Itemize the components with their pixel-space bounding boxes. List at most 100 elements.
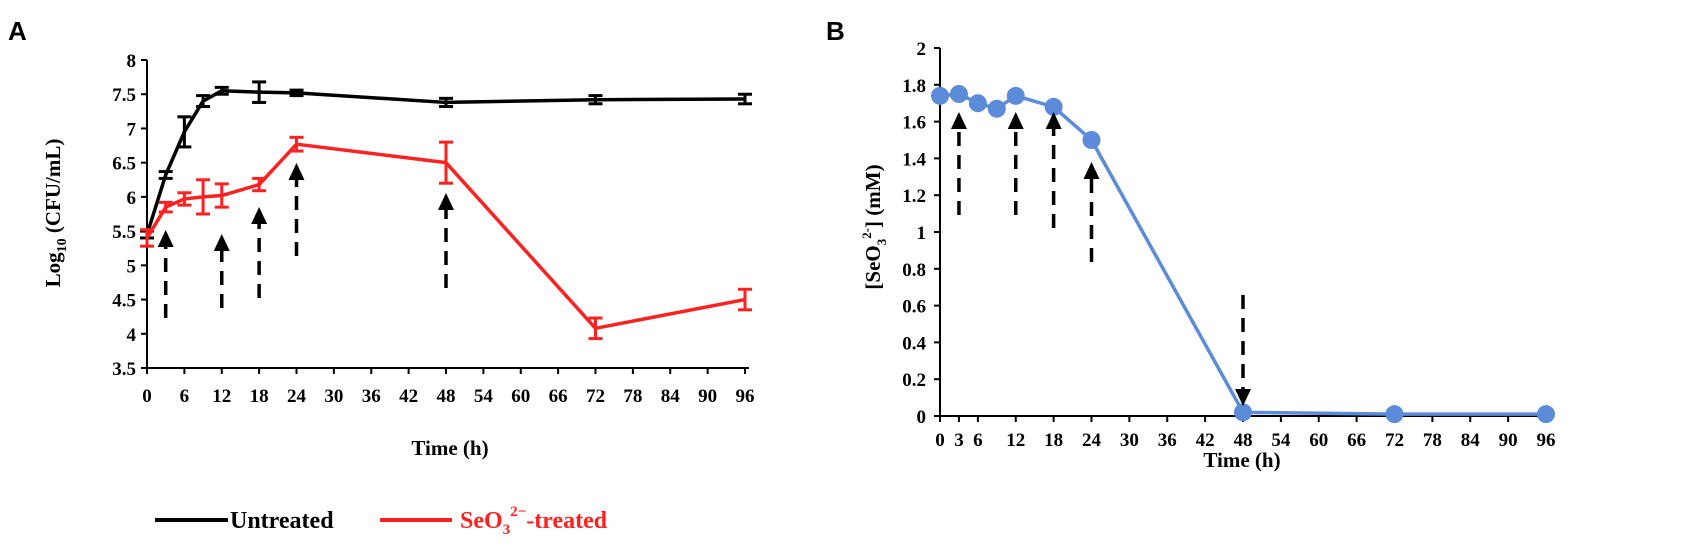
x-tick-label: 54 (474, 386, 494, 407)
panel-a-tick-labels: 3.5 4 4.5 5 5.5 6 6.5 7 7.5 8 0 6 12 18 24 30 36 42 48 54 60… (112, 51, 754, 407)
y-tick-label: 6 (127, 188, 137, 209)
y-tick-label: 1.4 (902, 149, 926, 170)
x-tick-label: 42 (1196, 430, 1215, 451)
arrowhead (288, 163, 305, 180)
legend-prefix: SeO (460, 508, 503, 534)
arrowhead (213, 234, 230, 251)
y-tick-label: 0.8 (902, 260, 926, 281)
x-tick-label: 36 (362, 386, 381, 407)
y-tick-label: 8 (127, 51, 137, 72)
x-tick-label: 66 (1347, 430, 1366, 451)
x-tick-label: 54 (1271, 430, 1291, 451)
arrowhead (1235, 389, 1251, 406)
panel-a-series (140, 80, 752, 341)
x-tick-label: 90 (1499, 430, 1518, 451)
arrowhead (1007, 112, 1024, 129)
data-point (987, 99, 1006, 118)
x-tick-label: 96 (736, 386, 755, 407)
y-tick-label: 1.8 (902, 76, 926, 97)
data-point (1044, 97, 1063, 116)
chart-panel-b: 00.20.40.60.811.21.41.61.820 3 6 12 18 24 30 36… (859, 39, 1556, 472)
x-tick-label: 24 (1082, 430, 1102, 451)
x-tick-label: 0 (935, 430, 945, 451)
chart-panel-a: 3.5 4 4.5 5 5.5 6 6.5 7 7.5 8 0 6 12 18 24 30 36 42 48 54 60… (41, 51, 755, 538)
panel-letter-b: B (826, 16, 845, 46)
y-tick-label: 2 (917, 39, 927, 60)
y-tick-label: 4.5 (112, 291, 136, 312)
y-tick-label: 4 (127, 325, 137, 346)
x-tick-label: 96 (1537, 430, 1556, 451)
y-title-subscript: 10 (55, 238, 70, 252)
x-tick-label: 84 (1461, 430, 1481, 451)
x-tick-label: 30 (1120, 430, 1139, 451)
y-tick-label: 7.5 (112, 85, 136, 106)
panel-b-x-axis-title: Time (h) (1203, 448, 1280, 472)
series-line-1 (145, 142, 746, 331)
legend-label-treated: SeO3 2−-treated (460, 504, 608, 538)
series-line-0 (939, 92, 1546, 416)
panel-letter-a: A (8, 16, 27, 46)
y-tick-label: 1.2 (902, 186, 926, 207)
y-title-suffix: (CFU/mL) (41, 139, 65, 239)
x-tick-label: 30 (324, 386, 343, 407)
y-tick-label: 0.4 (902, 333, 926, 354)
x-tick-label: 36 (1158, 430, 1177, 451)
y-tick-label: 5.5 (112, 222, 136, 243)
arrowhead (251, 207, 268, 224)
arrowhead (950, 112, 967, 129)
x-tick-label: 78 (623, 386, 642, 407)
panel-b-series (931, 85, 1555, 424)
y-tick-label: 1 (917, 223, 927, 244)
y-title-superscript: 2- (859, 228, 874, 239)
y-title-suffix: ] (mM) (861, 164, 885, 228)
legend-suffix: -treated (526, 508, 608, 534)
legend-subscript: 3 (503, 522, 511, 538)
x-tick-label: 72 (586, 386, 605, 407)
x-tick-label: 60 (1309, 430, 1328, 451)
data-point (1234, 403, 1252, 422)
data-point (1537, 405, 1555, 424)
x-tick-label: 12 (1006, 430, 1025, 451)
x-tick-label: 24 (287, 386, 307, 407)
panel-a-x-axis-title: Time (h) (411, 436, 488, 460)
y-tick-label: 6.5 (112, 154, 136, 175)
y-tick-label: 5 (127, 256, 137, 277)
panel-b-y-axis-title: [SeO32-] (mM) (859, 164, 889, 289)
y-title-prefix: [SeO (861, 245, 885, 289)
y-tick-label: 0.6 (902, 297, 926, 318)
arrowhead (438, 193, 454, 210)
y-tick-label: 7 (127, 119, 137, 140)
data-point (1082, 131, 1101, 149)
x-tick-label: 42 (399, 386, 418, 407)
legend-superscript: 2− (510, 504, 526, 520)
legend: Untreated SeO3 2−-treated (155, 504, 608, 538)
x-tick-label: 48 (437, 386, 456, 407)
x-tick-label: 66 (549, 386, 568, 407)
arrowhead (1045, 112, 1062, 129)
y-title-prefix: Log (41, 252, 65, 288)
x-tick-label: 84 (661, 386, 681, 407)
y-title-subscript: 3 (874, 238, 889, 245)
x-tick-label: 0 (142, 386, 152, 407)
x-tick-label: 48 (1234, 430, 1253, 451)
x-tick-label: 78 (1423, 430, 1442, 451)
y-tick-label: 0 (917, 407, 927, 428)
panel-a-axes (141, 59, 749, 374)
x-tick-label: 3 (954, 430, 964, 451)
x-tick-label: 72 (1385, 430, 1404, 451)
series-line-0 (145, 89, 746, 236)
y-tick-label: 0.2 (902, 370, 926, 391)
x-tick-label: 6 (973, 430, 983, 451)
data-point (1006, 86, 1025, 105)
x-tick-label: 18 (250, 386, 269, 407)
data-point (949, 85, 968, 103)
panel-a-y-axis-title: Log10 (CFU/mL) (41, 139, 70, 288)
x-tick-label: 60 (511, 386, 530, 407)
y-tick-label: 3.5 (112, 359, 136, 380)
x-tick-label: 18 (1044, 430, 1063, 451)
data-point (968, 94, 987, 113)
legend-label-untreated: Untreated (230, 508, 334, 534)
x-tick-label: 12 (212, 386, 231, 407)
panel-b-arrows (950, 112, 1251, 406)
